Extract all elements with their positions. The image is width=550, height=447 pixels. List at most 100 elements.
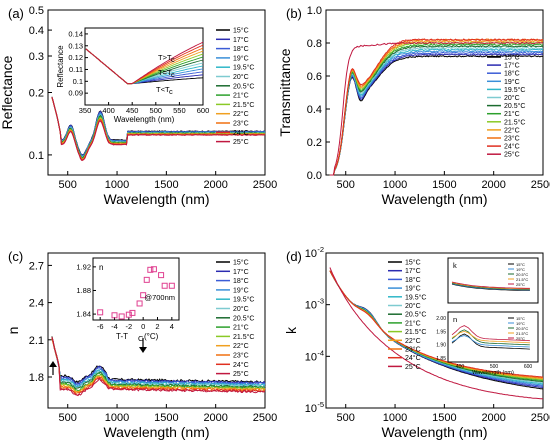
inset-label: n <box>99 263 103 272</box>
legend-entry: 18°C <box>405 276 421 284</box>
legend-entry: 17°C <box>233 268 249 276</box>
series-line-12 <box>51 336 266 397</box>
x-axis-label: Wavelength (nm) <box>381 191 487 207</box>
y-tick-label: 0.4 <box>307 104 322 116</box>
inset-annotation: T<T <box>156 85 170 94</box>
series-line-11 <box>329 38 544 176</box>
legend-entry: 23°C <box>405 346 421 354</box>
arrow-down-head <box>139 347 147 353</box>
inset-point <box>136 300 143 307</box>
inset-series-line <box>451 281 530 289</box>
series-line-3 <box>51 336 266 388</box>
x-tick-label: 2000 <box>481 179 505 191</box>
legend-entry: 19.5°C <box>405 293 426 301</box>
legend-entry: 25°C <box>233 370 249 378</box>
inset-x-label: Wavelength (nm) <box>114 115 175 124</box>
inset-x-tick-label: 550 <box>173 106 186 115</box>
inset-point <box>129 309 136 316</box>
y-tick-label: 0.2 <box>307 137 322 149</box>
inset-series-line <box>451 333 530 350</box>
series-group <box>329 267 544 400</box>
legend-entry: 20°C <box>233 305 249 313</box>
inset-x-tick-label: 2 <box>155 322 159 331</box>
legend-entry: 15°C <box>233 259 249 267</box>
legend-entry: 20.5°C <box>233 314 254 322</box>
x-tick-label: 1000 <box>105 179 129 191</box>
inset-y-tick-label: 1.84 <box>76 310 91 319</box>
series-line-9 <box>51 338 266 393</box>
series-line-4 <box>329 48 544 176</box>
legend-entry: 20°C <box>504 94 520 102</box>
y-axis-label: n <box>5 327 21 335</box>
legend-entry: 18°C <box>233 45 249 53</box>
y-tick-label: 0.5 <box>29 5 44 17</box>
legend-entry: 17°C <box>504 62 520 70</box>
legend-entry: 20°C <box>233 73 249 81</box>
y-tick-label: 1.8 <box>29 372 44 384</box>
arrow-up-head <box>49 361 57 367</box>
y-tick-label: 0.1 <box>29 150 44 162</box>
panel-a: 500 1000 1500 2000 2500 0.1 0.2 0.3 0.4 0.5 Wavele… <box>0 5 277 207</box>
inset-x-label: T-T <box>116 332 128 341</box>
x-tick-label: 1500 <box>154 412 178 424</box>
x-tick-label: 500 <box>59 179 77 191</box>
legend-entry: 15°C <box>405 259 421 267</box>
inset-series-line <box>451 330 530 344</box>
inset-x-label-unit: (°C) <box>144 332 159 341</box>
inset-legend-entry: 25°C <box>516 336 525 341</box>
inset-x-tick-label: -2 <box>125 322 132 331</box>
inset-label: k <box>453 261 457 270</box>
legend-entry: 20.5°C <box>233 82 254 90</box>
x-tick-label: 1000 <box>105 412 129 424</box>
inset-point <box>118 313 125 320</box>
inset-legend-entry: 21.5°C <box>516 331 528 336</box>
legend-entry: 23°C <box>233 120 249 128</box>
x-tick-label: 1000 <box>383 179 407 191</box>
y-tick-label: 0.0 <box>307 170 322 182</box>
y-tick-label: 1.0 <box>307 5 322 17</box>
panel-label: (c) <box>8 249 23 264</box>
y-tick-exponent: -3 <box>317 297 324 306</box>
inset-y-tick-label: 1.92 <box>76 262 91 271</box>
legend-entry: 19.5°C <box>233 296 254 304</box>
y-tick-label: 10 <box>305 351 317 363</box>
inset-legend-entry: 15°C <box>516 262 525 267</box>
inset-frame <box>92 257 180 321</box>
series-line-2 <box>329 51 544 176</box>
inset-annotation: @700nm <box>144 293 175 302</box>
series-line-0 <box>329 55 544 176</box>
legend-entry: 21.5°C <box>405 328 426 336</box>
legend-entry: 19.5°C <box>233 64 254 72</box>
inset-point <box>143 276 150 283</box>
inset-point <box>158 272 165 279</box>
legend-entry: 22°C <box>233 342 249 350</box>
x-axis-label: Wavelength (nm) <box>103 191 209 207</box>
inset-series-line <box>451 325 530 342</box>
inset-x-tick-label: 500 <box>490 364 499 370</box>
y-tick-exponent: -4 <box>317 348 324 357</box>
inset-series-line <box>451 282 530 290</box>
x-tick-label: 1500 <box>432 179 456 191</box>
inset-d-k: k 15°C19°C20.5°C21.5°C25°C <box>447 257 539 304</box>
legend-entry: 21°C <box>504 110 520 118</box>
panel-c: 500 1000 1500 2000 2500 1.8 2.1 2.4 2.7 Wavelengt… <box>5 249 277 440</box>
plot-frame <box>47 252 266 409</box>
series-line-6 <box>329 270 544 383</box>
legend-entry: 22°C <box>233 110 249 118</box>
series-line-12 <box>51 96 265 161</box>
inset-y-tick-label: 2.00 <box>436 316 446 322</box>
series-group <box>329 38 544 176</box>
panel-label: (d) <box>286 249 302 264</box>
y-axis-label: Transmittance <box>277 48 293 136</box>
legend-entry: 18°C <box>233 277 249 285</box>
inset-annotation-subscript: c <box>169 87 173 96</box>
legend-entry: 21°C <box>233 92 249 100</box>
inset-x-tick-label: 600 <box>197 106 210 115</box>
inset-c: -6 -4 -2 0 2 4 1.84 1.88 1.92 n @700nm T-T C (°C) <box>76 257 180 343</box>
legend-entry: 15°C <box>504 54 520 62</box>
x-axis-label: Wavelength (nm) <box>103 424 209 440</box>
legend-entry: 25°C <box>233 138 249 146</box>
legend-entry: 20.5°C <box>405 311 426 319</box>
inset-legend-entry: 21.5°C <box>516 277 528 282</box>
